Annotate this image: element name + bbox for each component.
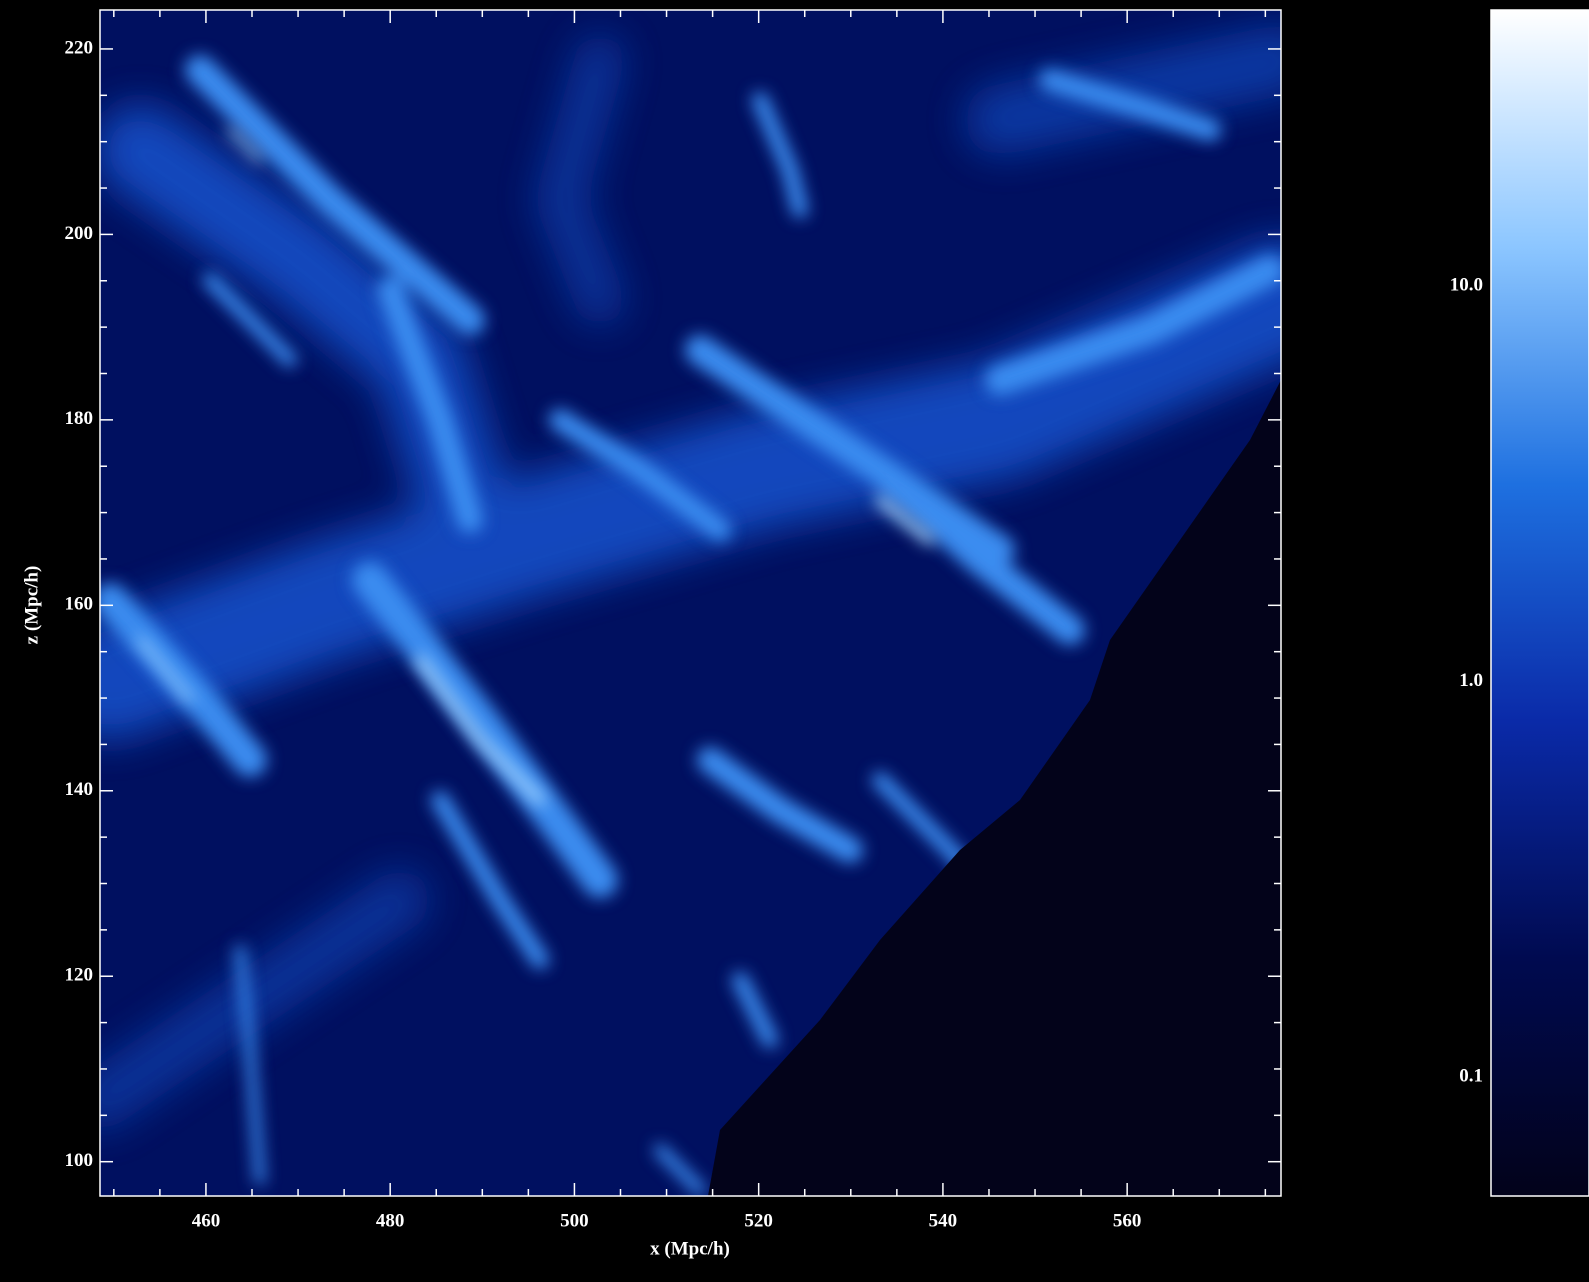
x-tick-label: 560	[1113, 1210, 1142, 1231]
y-tick-label: 120	[65, 965, 94, 986]
x-tick-label: 480	[376, 1210, 405, 1231]
x-tick-label: 520	[744, 1210, 773, 1231]
density-map	[100, 10, 1281, 1196]
colorbar-tick-label: 10.0	[1450, 275, 1483, 296]
colorbar-tick-label: 1.0	[1459, 670, 1483, 691]
x-tick-label: 460	[192, 1210, 221, 1231]
colorbar	[1491, 10, 1589, 1196]
x-tick-label: 500	[560, 1210, 589, 1231]
chart: x (Mpc/h) z (Mpc/h) 460 480 500 520 540 560 10…	[0, 0, 1589, 1282]
x-tick-label: 540	[929, 1210, 958, 1231]
colorbar-tick-label: 0.1	[1459, 1065, 1483, 1086]
y-tick-label: 220	[65, 37, 94, 58]
y-tick-label: 100	[65, 1150, 94, 1171]
y-axis-label: z (Mpc/h)	[21, 566, 42, 645]
y-tick-label: 160	[65, 594, 94, 615]
y-tick-label: 140	[65, 779, 94, 800]
x-axis-label: x (Mpc/h)	[650, 1238, 730, 1259]
y-tick-label: 180	[65, 408, 94, 429]
y-tick-label: 200	[65, 223, 94, 244]
